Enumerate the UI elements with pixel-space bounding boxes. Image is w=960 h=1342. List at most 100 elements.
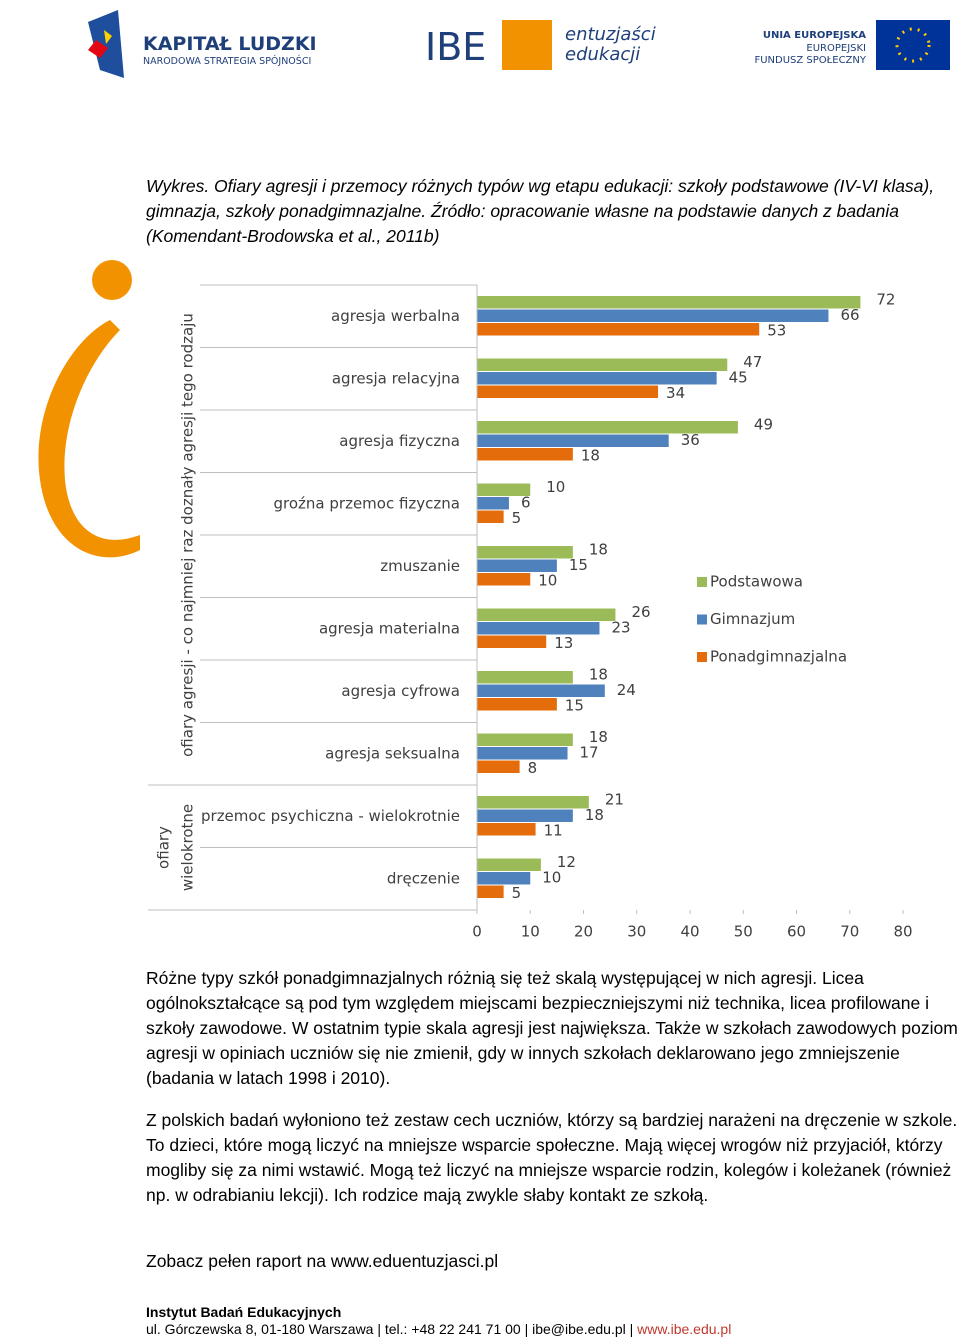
bar xyxy=(477,546,573,559)
category-label: agresja seksualna xyxy=(325,744,460,762)
bar xyxy=(477,622,600,635)
x-tick-label: 60 xyxy=(787,923,806,941)
value-label: 36 xyxy=(681,431,700,449)
footer-address: ul. Górczewska 8, 01-180 Warszawa | tel.… xyxy=(146,1321,731,1337)
bar xyxy=(477,483,531,496)
logo-text: UNIA EUROPEJSKA xyxy=(763,30,866,41)
bar xyxy=(477,809,573,822)
bar xyxy=(477,885,504,898)
logo-text: entuzjaści xyxy=(565,24,656,45)
bar xyxy=(477,385,659,398)
group-label: ofiary xyxy=(155,826,173,869)
value-label: 6 xyxy=(521,494,531,512)
x-tick-label: 20 xyxy=(574,923,593,941)
value-label: 18 xyxy=(589,728,608,746)
x-tick-label: 50 xyxy=(734,923,753,941)
paragraph: Zobacz pełen raport na www.eduentuzjasci… xyxy=(146,1251,499,1271)
value-label: 53 xyxy=(767,322,786,340)
bar xyxy=(477,872,531,885)
category-label: agresja cyfrowa xyxy=(341,682,460,700)
legend-swatch xyxy=(697,652,707,662)
group-label: wielokrotne xyxy=(179,804,197,891)
value-label: 13 xyxy=(554,634,573,652)
logo-text: EUROPEJSKI xyxy=(806,43,866,54)
value-label: 23 xyxy=(611,619,630,637)
bar xyxy=(477,684,605,697)
value-label: 15 xyxy=(565,697,584,715)
bar xyxy=(477,323,760,336)
bar xyxy=(477,448,573,461)
x-tick-label: 80 xyxy=(893,923,912,941)
value-label: 24 xyxy=(617,681,636,699)
category-label: groźna przemoc fizyczna xyxy=(274,494,461,512)
bar xyxy=(477,858,541,871)
caption: Wykres. Ofiary agresji i przemocy różnyc… xyxy=(146,176,935,246)
bar xyxy=(477,796,589,809)
value-label: 11 xyxy=(544,822,563,840)
bar xyxy=(477,296,861,309)
bar xyxy=(477,823,536,836)
bar xyxy=(477,372,717,385)
bar xyxy=(477,760,520,773)
paragraph: Z polskich badań wyłoniono też zestaw ce… xyxy=(146,1110,958,1205)
logo-text: edukacji xyxy=(565,44,640,65)
category-label: agresja werbalna xyxy=(331,307,460,325)
value-label: 47 xyxy=(743,353,762,371)
footer-institution: Instytut Badań Edukacyjnych xyxy=(146,1304,342,1320)
category-label: przemoc psychiczna - wielokrotnie xyxy=(201,807,460,825)
legend-label: Gimnazjum xyxy=(710,610,795,628)
value-label: 15 xyxy=(569,556,588,574)
category-label: agresja relacyjna xyxy=(332,369,460,387)
value-label: 8 xyxy=(528,759,538,777)
value-label: 10 xyxy=(542,869,561,887)
value-label: 72 xyxy=(876,291,895,309)
value-label: 34 xyxy=(666,384,685,402)
logo-text: NARODOWA STRATEGIA SPÓJNOŚCI xyxy=(143,55,311,67)
bar xyxy=(477,698,557,711)
value-label: 18 xyxy=(581,447,600,465)
bar xyxy=(477,733,573,746)
category-label: dręczenie xyxy=(387,869,460,887)
value-label: 18 xyxy=(589,541,608,559)
bar xyxy=(477,421,738,434)
legend-label: Ponadgimnazjalna xyxy=(710,648,847,666)
legend-label: Podstawowa xyxy=(710,573,803,591)
logo-text: FUNDUSZ SPOŁECZNY xyxy=(754,55,866,66)
bar xyxy=(477,559,557,572)
bar xyxy=(477,635,547,648)
bar xyxy=(477,510,504,523)
value-label: 10 xyxy=(538,572,557,590)
x-tick-label: 70 xyxy=(840,923,859,941)
value-label: 45 xyxy=(729,369,748,387)
group-label: ofiary agresji - co najmniej raz doznały… xyxy=(179,313,197,757)
x-tick-label: 30 xyxy=(627,923,646,941)
bar xyxy=(477,497,509,510)
value-label: 66 xyxy=(840,306,859,324)
category-label: zmuszanie xyxy=(380,557,460,575)
value-label: 5 xyxy=(512,884,522,902)
link[interactable]: www.ibe.edu.pl xyxy=(637,1321,732,1337)
decor-e xyxy=(38,260,140,558)
value-label: 49 xyxy=(754,416,773,434)
bar xyxy=(477,747,568,760)
bar xyxy=(477,358,728,371)
bar xyxy=(477,608,616,621)
value-label: 18 xyxy=(585,806,604,824)
x-tick-label: 10 xyxy=(521,923,540,941)
bar xyxy=(477,309,829,322)
value-label: 12 xyxy=(557,853,576,871)
category-label: agresja materialna xyxy=(319,619,460,637)
value-label: 5 xyxy=(512,509,522,527)
header: KAPITAŁ LUDZKI NARODOWA STRATEGIA SPÓJNO… xyxy=(88,10,950,78)
legend-swatch xyxy=(697,577,707,587)
bar xyxy=(477,573,531,586)
value-label: 18 xyxy=(589,666,608,684)
category-label: agresja fizyczna xyxy=(339,432,460,450)
bar xyxy=(477,671,573,684)
logo-text: KAPITAŁ LUDZKI xyxy=(143,33,317,55)
address: ul. Górczewska 8, 01-180 Warszawa | tel.… xyxy=(146,1321,634,1337)
value-label: 21 xyxy=(605,791,624,809)
bar xyxy=(477,434,669,447)
value-label: 17 xyxy=(580,744,599,762)
